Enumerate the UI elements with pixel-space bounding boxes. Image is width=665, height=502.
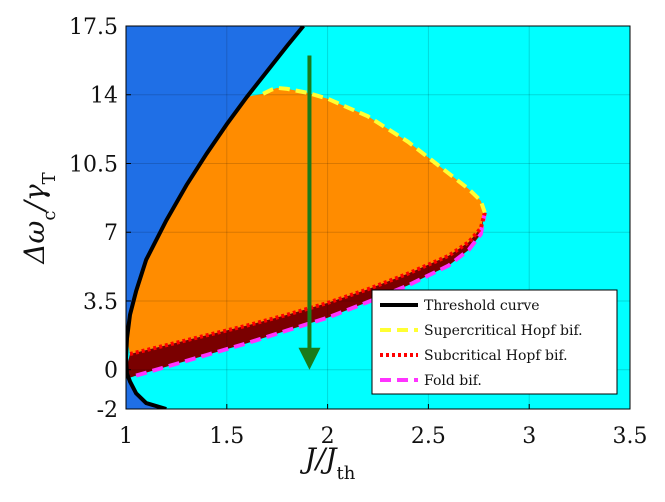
- y-tick-label-4: 10.5: [69, 152, 118, 177]
- legend-label-threshold: Threshold curve: [424, 298, 540, 314]
- legend-box: [371, 289, 618, 395]
- x-tick-label-0: 1: [119, 424, 133, 449]
- supercritical-curve: [262, 85, 487, 214]
- x-tick-label-5: 3.5: [613, 424, 648, 449]
- legend-label-fold: Fold bif.: [424, 373, 482, 389]
- arrow-head: [298, 347, 321, 370]
- x-tick-label-3: 2.5: [411, 424, 446, 449]
- chart-arrow: [298, 55, 321, 370]
- x-tick-label-2: 2: [321, 424, 335, 449]
- legend-label-supercritical: Supercritical Hopf bif.: [424, 323, 583, 339]
- plot-frame: [125, 25, 631, 410]
- region-bistable: [127, 212, 485, 378]
- subcritical-curve: [129, 212, 487, 356]
- y-axis-label: Δωc/γT: [18, 172, 60, 264]
- chart-ticks: 1 1.5 2 2.5 3 3.5 -2 0 3.5 7 10.5 14 17.5: [69, 15, 647, 449]
- region-below-threshold: [126, 26, 304, 409]
- y-tick-label-3: 7: [104, 221, 118, 246]
- legend: Threshold curve Supercritical Hopf bif. …: [371, 289, 618, 395]
- threshold-curve: [126, 26, 305, 409]
- y-tick-label-0: -2: [97, 398, 118, 423]
- y-tick-label-2: 3.5: [83, 290, 118, 315]
- y-tick-label-1: 0: [104, 359, 118, 384]
- x-tick-label-4: 3: [522, 424, 536, 449]
- fold-curve: [135, 212, 487, 378]
- x-axis-label: J/Jth: [300, 442, 356, 484]
- region-hopf: [127, 87, 485, 355]
- legend-label-subcritical: Subcritical Hopf bif.: [424, 348, 568, 364]
- y-tick-label-6: 17.5: [69, 15, 118, 40]
- chart-lines: [126, 26, 487, 409]
- y-tick-label-5: 14: [90, 84, 118, 109]
- x-tick-label-1: 1.5: [209, 424, 244, 449]
